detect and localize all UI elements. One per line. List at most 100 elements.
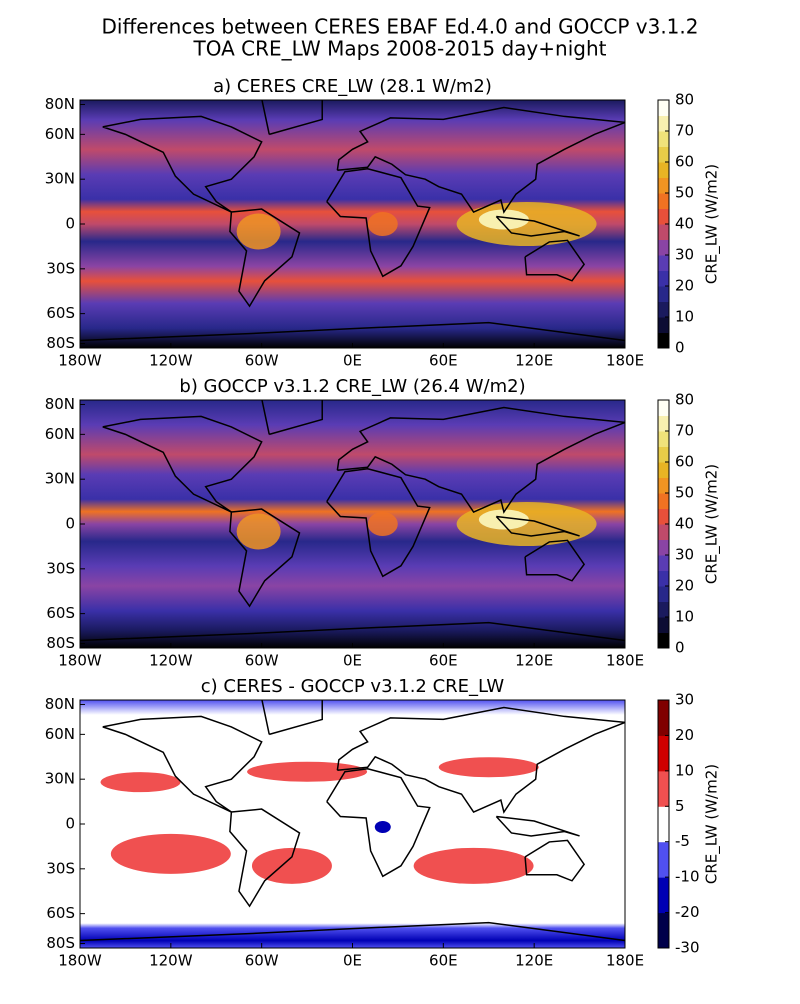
x-tick-label: 60E [429, 652, 458, 670]
y-tick-label: 60S [46, 604, 75, 622]
panel-title: c) CERES - GOCCP v3.1.2 CRE_LW [201, 676, 505, 697]
colorbar-segment [658, 524, 669, 540]
warm-pool-core [478, 509, 529, 530]
warm-pool [456, 202, 597, 246]
x-tick-label: 60W [245, 352, 279, 370]
y-tick-label: 80N [45, 95, 75, 113]
x-tick-label: 0E [343, 352, 362, 370]
y-tick-label: 60N [45, 725, 75, 743]
coastline [261, 100, 323, 136]
x-tick-label: 180E [606, 952, 644, 970]
coastline [524, 539, 586, 582]
colorbar-segment [658, 400, 669, 416]
colorbar-segment [658, 193, 669, 209]
coastline [80, 921, 625, 942]
coastline [80, 621, 625, 642]
colorbar-tick-label: 70 [675, 122, 694, 140]
colorbar-tick-label: 40 [675, 215, 694, 233]
map-content [80, 100, 625, 348]
colorbar-tick-label: -10 [675, 868, 700, 886]
x-tick-label: 180W [58, 952, 102, 970]
y-tick-label: 60S [46, 304, 75, 322]
colorbar-segment [658, 508, 669, 525]
colorbar-tick-label: 80 [675, 91, 694, 109]
colorbar-segment [658, 477, 669, 494]
colorbar-tick-label: 20 [675, 277, 694, 295]
x-tick-label: 60E [429, 352, 458, 370]
colorbar-tick-label: 40 [675, 515, 694, 533]
coastline [261, 400, 323, 436]
coastline [326, 467, 431, 578]
colorbar-tick-label: 80 [675, 391, 694, 409]
coastline [336, 106, 625, 214]
diff-area [110, 833, 231, 874]
colorbar-tick-label: 20 [675, 577, 694, 595]
colorbar-segment [658, 912, 669, 949]
x-tick-label: 120E [515, 952, 553, 970]
x-tick-label: 120E [515, 652, 553, 670]
diff-area [100, 772, 181, 793]
colorbar-segment [658, 224, 669, 240]
colorbar-segment [658, 301, 669, 318]
colorbar-segment [658, 286, 669, 302]
coastline [102, 115, 263, 213]
map-content [80, 400, 625, 648]
y-tick-label: 0 [65, 215, 75, 233]
colorbar-tick-label: -20 [675, 903, 700, 921]
colorbar-segment [658, 177, 669, 194]
diff-area [374, 820, 391, 833]
colorbar-tick-label: 10 [675, 308, 694, 326]
coastline [524, 839, 586, 882]
map-content [80, 700, 625, 948]
colorbar-tick-label: -30 [675, 939, 700, 957]
colorbar-label: CRE_LW (W/m2) [703, 764, 722, 884]
colorbar-segment [658, 806, 669, 843]
colorbar-tick-label: 0 [675, 339, 685, 357]
coastline [229, 508, 301, 608]
y-tick-label: 60N [45, 125, 75, 143]
colorbar-tick-label: 30 [675, 691, 694, 709]
colorbar-segment [658, 877, 669, 914]
colorbar-segment [658, 131, 669, 147]
map-panel: a) CERES CRE_LW (28.1 W/m2) 180W 120W 60W 0E… [45, 76, 722, 370]
y-tick-label: 30N [45, 770, 75, 788]
y-tick-label: 30S [46, 559, 75, 577]
panel-title: a) CERES CRE_LW (28.1 W/m2) [213, 76, 492, 97]
colorbar-segment [658, 601, 669, 618]
colorbar-segment [658, 208, 669, 225]
amazon [236, 213, 281, 250]
x-tick-label: 60E [429, 952, 458, 970]
coastline [524, 239, 586, 282]
colorbar-tick-label: 60 [675, 453, 694, 471]
figure-subtitle: TOA CRE_LW Maps 2008-2015 day+night [193, 37, 607, 61]
x-tick-label: 120E [515, 352, 553, 370]
colorbar-tick-label: 0 [675, 639, 685, 657]
map-panel: c) CERES - GOCCP v3.1.2 CRE_LW 180W 120W 60… [45, 676, 722, 970]
colorbar-segment [658, 431, 669, 447]
colorbar-segment [658, 700, 669, 736]
colorbar-segment [658, 270, 669, 287]
colorbar-label: CRE_LW (W/m2) [703, 464, 722, 584]
colorbar-segment [658, 239, 669, 256]
coastline [326, 167, 431, 278]
colorbar-tick-label: 60 [675, 153, 694, 171]
diff-area [438, 757, 539, 778]
coastline [102, 715, 263, 813]
coastline [229, 808, 301, 908]
y-tick-label: 80S [46, 634, 75, 652]
warm-pool-core [478, 209, 529, 230]
x-tick-label: 120W [149, 652, 193, 670]
figure-title: Differences between CERES EBAF Ed.4.0 an… [102, 15, 699, 39]
diff-area [247, 761, 368, 782]
congo [367, 512, 398, 536]
colorbar-segment [658, 539, 669, 556]
y-tick-label: 30N [45, 470, 75, 488]
y-tick-label: 80N [45, 395, 75, 413]
coastline [326, 767, 431, 878]
colorbar-segment [658, 735, 669, 772]
x-tick-label: 60W [245, 652, 279, 670]
colorbar-segment [658, 255, 669, 271]
colorbar-tick-label: 30 [675, 546, 694, 564]
colorbar-segment [658, 446, 669, 463]
